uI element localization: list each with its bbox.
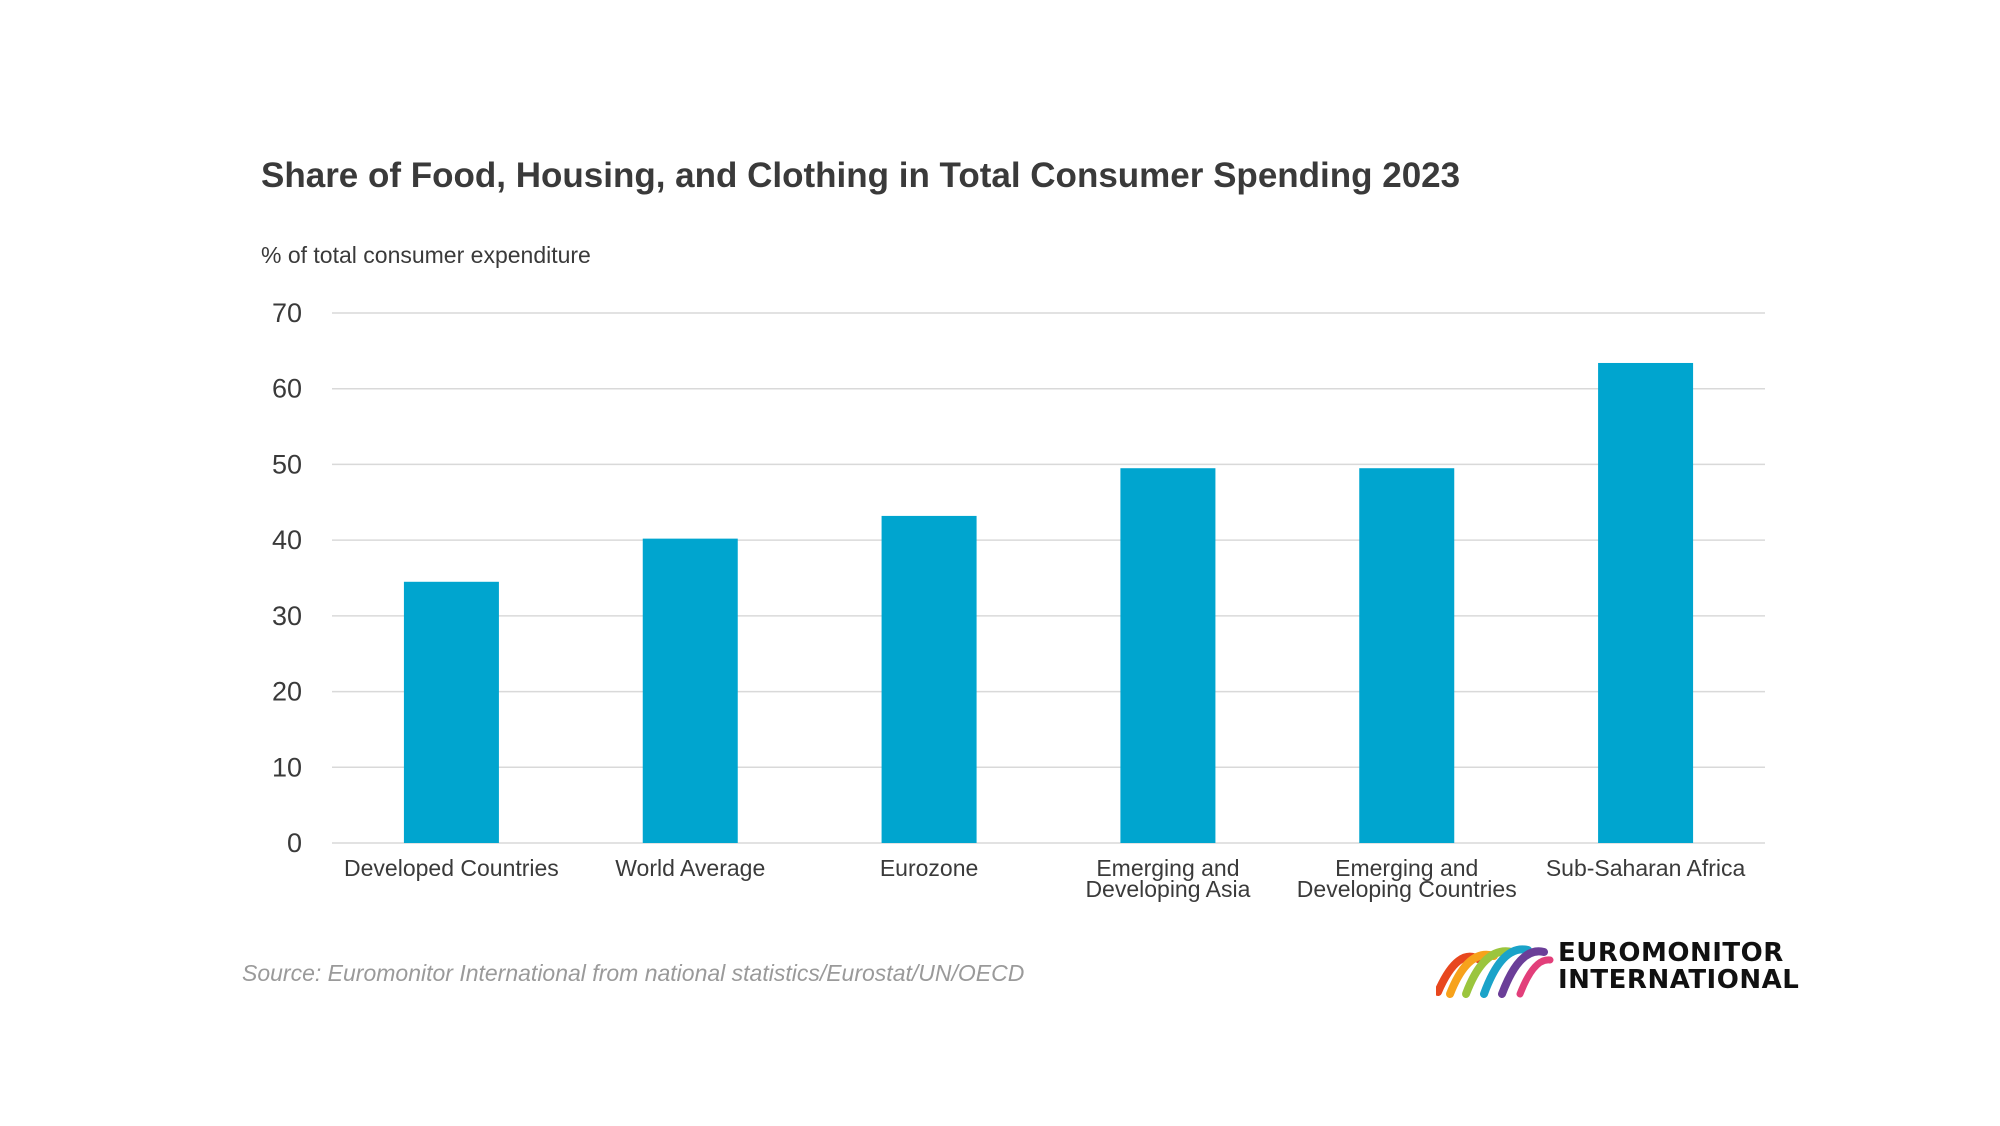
x-tick-label-2: Eurozone	[880, 855, 978, 881]
euromonitor-rainbow-arc-icon	[1436, 945, 1554, 998]
y-tick-label-50: 50	[272, 449, 302, 479]
x-tick-label-3: Emerging and Developing Asia	[1085, 855, 1250, 902]
y-tick-label-70: 70	[272, 298, 302, 328]
x-tick-label-5: Sub-Saharan Africa	[1546, 855, 1746, 881]
euromonitor-logo: EUROMONITOR INTERNATIONAL	[1436, 938, 1799, 1000]
bar-0	[403, 581, 499, 843]
source-note: Source: Euromonitor International from n…	[242, 960, 1025, 986]
y-tick-label-60: 60	[272, 374, 302, 404]
bar-2	[881, 515, 977, 843]
x-tick-label-1: World Average	[615, 855, 765, 881]
bar-3	[1120, 468, 1216, 843]
bar-chart: 0 10 20 30 40 50 60 70 Developed Countries World …	[272, 298, 1765, 902]
logo-line-1: EUROMONITOR	[1558, 938, 1784, 968]
y-tick-label-0: 0	[287, 828, 302, 858]
y-axis-label: % of total consumer expenditure	[261, 242, 591, 268]
y-tick-label-10: 10	[272, 752, 302, 782]
x-tick-label-0: Developed Countries	[344, 855, 559, 881]
bar-1	[642, 538, 738, 843]
y-tick-label-40: 40	[272, 525, 302, 555]
x-tick-label-4: Emerging and Developing Countries	[1297, 855, 1517, 902]
y-tick-label-20: 20	[272, 677, 302, 707]
logo-line-2: INTERNATIONAL	[1558, 965, 1800, 995]
bar-5	[1598, 362, 1694, 843]
chart-title: Share of Food, Housing, and Clothing in …	[261, 156, 1461, 195]
y-tick-label-30: 30	[272, 601, 302, 631]
bar-4	[1359, 468, 1455, 843]
logo-wordmark: EUROMONITOR INTERNATIONAL	[1558, 940, 1799, 994]
